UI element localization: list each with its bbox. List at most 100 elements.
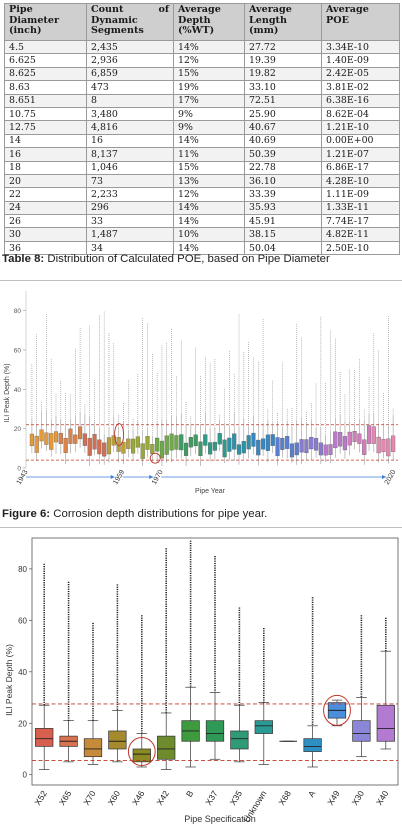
figure6-box (347, 369, 352, 456)
figure6-box-rect (309, 437, 314, 450)
figure6-box-rect (78, 426, 83, 440)
figure7-box-a (303, 597, 322, 768)
figure6-box (304, 412, 309, 461)
figure6-box (135, 373, 140, 454)
table-cell-poe: 1.21E-07 (321, 147, 400, 162)
figure6-box-rect (102, 442, 107, 457)
figure6-box (357, 359, 362, 453)
figure6-box (333, 338, 338, 458)
figure6-box (174, 376, 179, 459)
figure6-box (102, 311, 107, 465)
figure7-box-x49 (327, 699, 347, 727)
figure6-box (49, 359, 54, 457)
table-cell-poe: 1.11E-09 (321, 187, 400, 202)
figure6-box-rect (49, 433, 54, 450)
figure7-ytick-label: 20 (18, 719, 27, 728)
figure6-box-rect (92, 434, 97, 450)
table-cell-diameter: 12.75 (4, 120, 87, 135)
figure7-box-x70 (83, 622, 103, 765)
table-cell-count: 33 (86, 214, 174, 229)
table-cell-length: 22.78 (244, 160, 322, 175)
figure6-caption-text: Corrosion depth distributions for pipe y… (53, 508, 268, 520)
figure6-box (39, 401, 44, 449)
table-cell-diameter: 18 (4, 160, 87, 175)
figure6-xlabel: Pipe Year (195, 488, 226, 495)
figure6-box-rect (232, 433, 237, 450)
table-row: 14 16 14% 40.69 0.00E+00 (4, 133, 400, 149)
table-cell-depth: 14% (173, 240, 245, 256)
figure6-box-rect (280, 437, 285, 450)
figure6-box (159, 345, 165, 467)
figure6-box (313, 383, 319, 458)
figure7-box-unknown (254, 628, 273, 765)
figure6-box-rect (58, 432, 63, 444)
figure6-box (246, 342, 251, 459)
figure6-box (203, 357, 208, 454)
table-cell-depth: 14% (173, 214, 245, 229)
table-cell-count: 73 (86, 173, 174, 189)
table-cell-poe: 0.00E+00 (321, 133, 400, 149)
figure6-box (294, 324, 299, 465)
table-cell-count: 16 (86, 133, 174, 149)
figure6-highlight-ellipse (114, 423, 125, 447)
table-cell-depth: 15% (173, 160, 245, 175)
table-body: 4.5 2,435 14% 27.72 3.34E-10 6.625 2,936 12% 19.… (4, 39, 400, 256)
figure7-box-rect (132, 748, 151, 763)
figure6-box (261, 319, 266, 457)
figure7-boxes (35, 540, 395, 770)
figure7-category-label: X42 (154, 789, 171, 807)
figure7-box-x52 (35, 563, 54, 770)
figure6-box (280, 362, 285, 458)
figure6-box-rect (299, 439, 304, 453)
figure7-ylabel: ILI Peak Depth (%) (4, 644, 14, 716)
figure7-highlight-x49 (323, 694, 351, 726)
figure6-box (130, 418, 136, 460)
figure6-box (164, 342, 169, 463)
figure6-box-rect (366, 425, 372, 444)
figure6-box (140, 318, 145, 467)
figure6-box-rect (29, 433, 35, 447)
figure7-category-label: X40 (374, 789, 391, 807)
table-cell-diameter: 14 (4, 133, 87, 149)
figure6-box-rect (53, 431, 59, 443)
figure6-box-rect (371, 426, 376, 444)
figure6-box (232, 374, 237, 461)
table-cell-length: 33.39 (244, 187, 322, 202)
table-cell-depth: 14% (173, 39, 245, 55)
table-cell-length: 19.82 (244, 66, 322, 82)
figure6-arrow-head (110, 475, 115, 479)
figure6-box-rect (44, 432, 49, 445)
table-cell-depth: 9% (173, 120, 245, 135)
table-cell-length: 72.51 (244, 93, 322, 108)
figure7-box-rect (35, 728, 54, 747)
figure7-category-label: B (184, 788, 196, 798)
figure6-box-rect (188, 437, 193, 448)
figure6-box-rect (227, 437, 232, 452)
header-count-right: of (158, 4, 169, 15)
figure7-box-x65 (59, 581, 78, 763)
figure7-category-label: X70 (81, 789, 98, 807)
figure7-box-x37 (205, 556, 225, 760)
figure6-box (217, 415, 222, 452)
table-cell-length: 19.39 (244, 53, 322, 68)
table-row: 8.625 6,859 15% 19.82 2.42E-05 (4, 66, 400, 82)
figure6-box-rect (338, 432, 343, 447)
table-cell-poe: 7.74E-17 (321, 214, 400, 229)
figure6-box-rect (145, 436, 150, 450)
figure6-ylabel: ILI Peak Depth (%) (4, 363, 11, 422)
figure6-box-rect (357, 433, 362, 444)
figure6-box (155, 373, 160, 463)
figure6-box-rect (82, 433, 87, 446)
figure7-ytick-label: 80 (18, 565, 27, 574)
figure6-box (58, 380, 63, 455)
figure6-ytick-label: 20 (14, 426, 22, 433)
header-average-depth: Average Depth (%WT) (173, 3, 245, 41)
table-row: 16 8,137 11% 50.39 1.21E-07 (4, 147, 400, 162)
figure6-box-rect (198, 441, 203, 457)
figure6-box-rect (130, 438, 136, 454)
figure6-box (29, 364, 35, 454)
figure6-year-marker: 1970 (151, 469, 165, 486)
figure6-box (352, 370, 357, 450)
